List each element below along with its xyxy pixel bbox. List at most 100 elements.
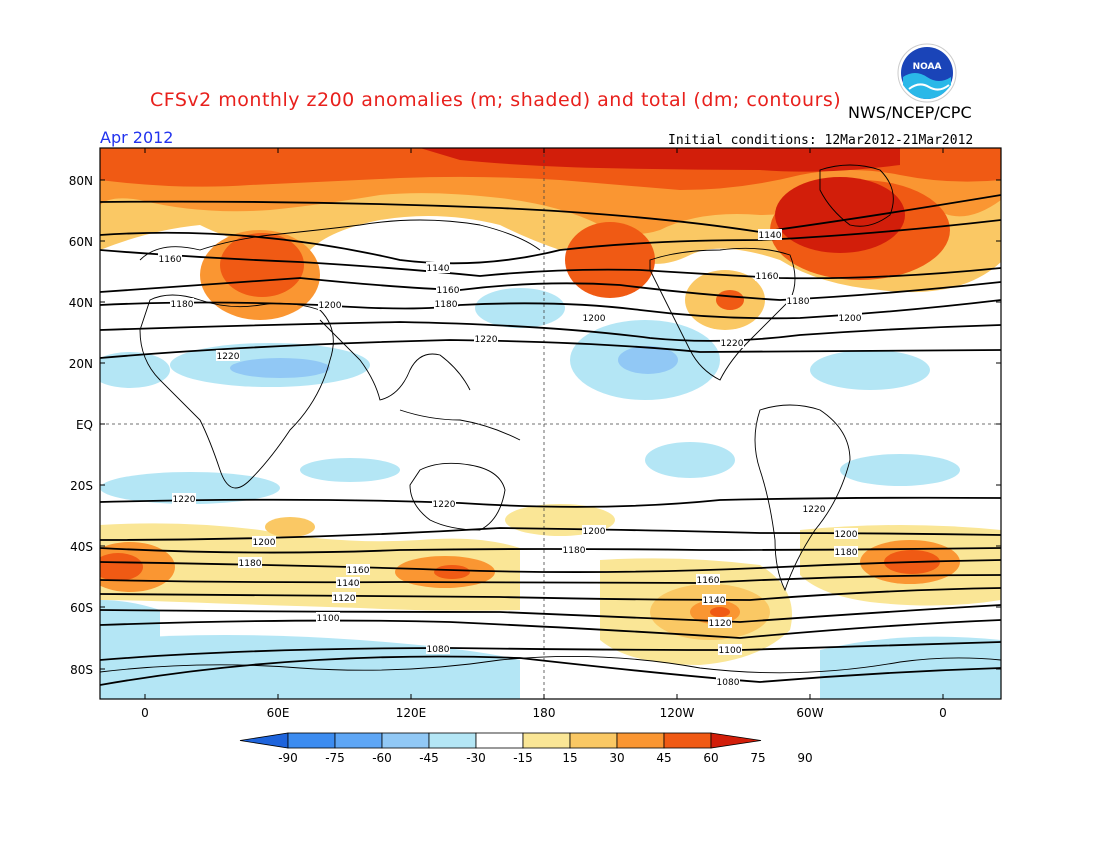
- lat-tick-label: 20N: [69, 357, 93, 371]
- contour-path-p: [100, 641, 1001, 661]
- shade-neg-5: [230, 358, 330, 378]
- contour-label-bg: [786, 295, 810, 306]
- contour-path-l: [100, 574, 1001, 584]
- contour-label-bg: [802, 503, 826, 514]
- shade-sh-30b: [265, 517, 315, 537]
- anomaly-shading: [100, 148, 1001, 699]
- contour-label-bg: [582, 525, 606, 536]
- coast-south-america: [754, 404, 851, 592]
- lat-tick-label: 20S: [70, 479, 93, 493]
- contour-path-f: [100, 321, 1001, 342]
- contour-path-q: [100, 655, 1001, 686]
- contour-label-bg: [252, 536, 276, 547]
- contour-label-bg: [216, 350, 240, 361]
- initial-conditions: Initial conditions: 12Mar2012-21Mar2012: [668, 133, 974, 148]
- shade-greenland-75: [775, 177, 905, 253]
- coast-south-asia: [319, 319, 471, 401]
- contour-label-1200: 1200: [583, 314, 606, 324]
- contour-label-bg: [696, 574, 720, 585]
- shade-neg-1: [475, 288, 565, 328]
- coast-maritime: [399, 409, 521, 441]
- contour-label-bg: [436, 284, 460, 295]
- contour-label-1200: 1200: [839, 314, 862, 324]
- coastlines: [100, 164, 1001, 674]
- contour-label-1200: 1200: [253, 538, 276, 548]
- coast-australia: [409, 462, 506, 531]
- contour-label-bg: [238, 557, 262, 568]
- contour-label-bg: [720, 337, 744, 348]
- contour-label-bg: [336, 577, 360, 588]
- contour-label-1140: 1140: [427, 264, 450, 274]
- contour-label-bg: [755, 270, 779, 281]
- shade-neg-3: [618, 346, 678, 374]
- lon-tick-label: 120E: [396, 706, 427, 720]
- contour-label-1180: 1180: [835, 548, 858, 558]
- contour-path-g: [100, 339, 1001, 359]
- contour-label-1220: 1220: [803, 505, 826, 515]
- shade-neg-7: [100, 352, 170, 388]
- forecast-period: Apr 2012: [100, 128, 174, 147]
- shade-neg-9: [645, 442, 735, 478]
- lat-tick-label: 80N: [69, 174, 93, 188]
- contour-label-1200: 1200: [835, 530, 858, 540]
- contour-label-1160: 1160: [347, 566, 370, 576]
- contour-label-bg: [316, 612, 340, 623]
- shade-sh-60d: [710, 607, 730, 617]
- lat-tick-label: 60S: [70, 601, 93, 615]
- contour-label-1080: 1080: [717, 678, 740, 688]
- shade-namerica-60: [716, 290, 744, 310]
- contour-label-bg: [434, 298, 458, 309]
- coast-eurasia: [139, 219, 541, 261]
- contour-label-1180: 1180: [171, 300, 194, 310]
- contour-path-c: [100, 249, 1001, 280]
- contour-path-k: [100, 559, 1001, 573]
- lat-tick-label: 60N: [69, 235, 93, 249]
- shade-arctic-75: [420, 148, 900, 172]
- contour-label-bg: [562, 544, 586, 555]
- lat-tick-label: 80S: [70, 663, 93, 677]
- contour-label-1120: 1120: [709, 619, 732, 629]
- contour-label-bg: [332, 592, 356, 603]
- contour-label-bg: [318, 299, 342, 310]
- lat-tick-label: 40S: [70, 540, 93, 554]
- contour-label-bg: [158, 253, 182, 264]
- lon-tick-label: 120W: [660, 706, 695, 720]
- coast-africa: [139, 294, 334, 489]
- lat-tick-label: EQ: [76, 418, 93, 432]
- contour-label-bg: [172, 493, 196, 504]
- contour-label-bg: [834, 528, 858, 539]
- contour-label-1080: 1080: [427, 645, 450, 655]
- contour-label-1220: 1220: [721, 339, 744, 349]
- contour-label-1160: 1160: [159, 255, 182, 265]
- contour-label-bg: [834, 546, 858, 557]
- contour-label-1180: 1180: [563, 546, 586, 556]
- shade-antarctic-a: [100, 635, 520, 699]
- contour-label-bg: [702, 594, 726, 605]
- lon-tick-label: 60W: [796, 706, 823, 720]
- contour-label-1140: 1140: [759, 231, 782, 241]
- contour-label-bg: [838, 312, 862, 323]
- shade-neg-11: [300, 458, 400, 482]
- shade-neg-6: [810, 350, 930, 390]
- contour-label-bg: [426, 262, 450, 273]
- contour-label-1220: 1220: [173, 495, 196, 505]
- coast-antarctica: [100, 655, 1001, 674]
- contour-label-1180: 1180: [435, 300, 458, 310]
- contour-label-bg: [432, 498, 456, 509]
- shade-neg-8: [100, 472, 280, 504]
- contour-label-1200: 1200: [583, 527, 606, 537]
- contour-label-bg: [346, 564, 370, 575]
- shade-npacific-60: [565, 222, 655, 298]
- noaa-logo-icon: NOAA: [897, 43, 957, 103]
- coast-greenland: [819, 164, 894, 227]
- lon-tick-label: 0: [141, 706, 149, 720]
- agency-label: NWS/NCEP/CPC: [848, 103, 972, 122]
- contour-label-1120: 1120: [333, 594, 356, 604]
- grid-lines: [100, 148, 1001, 699]
- contour-path-n: [100, 604, 1001, 623]
- contour-label-1220: 1220: [475, 335, 498, 345]
- shade-antarctic-b: [820, 636, 1001, 699]
- contour-label-bg: [170, 298, 194, 309]
- contour-label-1220: 1220: [217, 352, 240, 362]
